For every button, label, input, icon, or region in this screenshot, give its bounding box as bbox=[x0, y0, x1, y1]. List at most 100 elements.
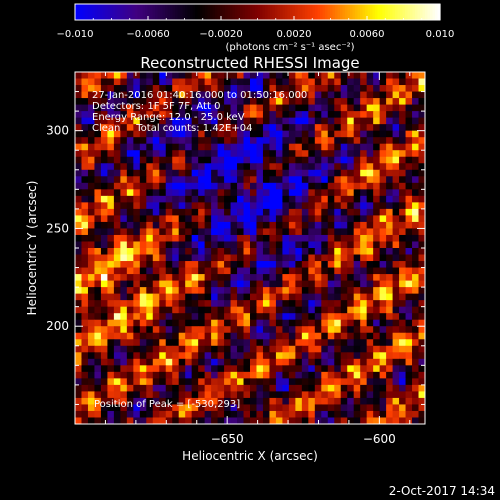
heatmap-cell bbox=[198, 352, 206, 360]
heatmap-cell bbox=[288, 169, 296, 177]
heatmap-cell bbox=[347, 254, 355, 262]
heatmap-cell bbox=[288, 300, 296, 308]
heatmap-cell bbox=[198, 117, 206, 125]
heatmap-cell bbox=[100, 313, 108, 321]
heatmap-cell bbox=[275, 182, 283, 190]
heatmap-cell bbox=[198, 91, 206, 99]
heatmap-cell bbox=[262, 221, 270, 229]
heatmap-cell bbox=[340, 104, 348, 112]
heatmap-cell bbox=[139, 202, 147, 210]
heatmap-cell bbox=[327, 384, 335, 392]
heatmap-cell bbox=[327, 143, 335, 151]
heatmap-cell bbox=[211, 228, 218, 236]
heatmap-cell bbox=[399, 248, 406, 255]
heatmap-cell bbox=[243, 300, 251, 308]
heatmap-cell bbox=[152, 410, 160, 418]
heatmap-cell bbox=[262, 326, 270, 334]
heatmap-cell bbox=[379, 274, 387, 281]
colorbar-swatch bbox=[275, 4, 279, 20]
heatmap-cell bbox=[211, 234, 218, 242]
heatmap-cell bbox=[126, 365, 134, 373]
heatmap-cell bbox=[126, 339, 134, 347]
heatmap-cell bbox=[120, 228, 128, 236]
heatmap-cell bbox=[340, 124, 348, 132]
heatmap-cell bbox=[75, 215, 82, 223]
heatmap-cell bbox=[412, 332, 419, 340]
heatmap-cell bbox=[353, 130, 361, 138]
heatmap-cell bbox=[321, 417, 329, 424]
heatmap-cell bbox=[347, 332, 355, 340]
annotation-energy-range: Energy Range: 12.0 - 25.0 keV bbox=[92, 112, 245, 123]
heatmap-cell bbox=[133, 143, 141, 151]
heatmap-cell bbox=[139, 287, 147, 295]
heatmap-cell bbox=[295, 300, 303, 308]
heatmap-cell bbox=[230, 143, 238, 151]
heatmap-cell bbox=[334, 72, 342, 79]
colorbar-swatch bbox=[410, 4, 414, 20]
heatmap-cell bbox=[211, 261, 218, 268]
heatmap-cell bbox=[301, 189, 309, 197]
heatmap-cell bbox=[146, 339, 154, 347]
heatmap-cell bbox=[237, 352, 244, 360]
heatmap-cell bbox=[347, 124, 355, 132]
heatmap-cell bbox=[282, 261, 290, 268]
heatmap-cell bbox=[366, 300, 374, 308]
heatmap-cell bbox=[321, 169, 329, 177]
heatmap-cell bbox=[243, 287, 251, 295]
heatmap-cell bbox=[386, 339, 393, 347]
heatmap-cell bbox=[237, 287, 244, 295]
heatmap-cell bbox=[126, 254, 134, 262]
heatmap-cell bbox=[269, 300, 277, 308]
heatmap-cell bbox=[366, 202, 374, 210]
heatmap-cell bbox=[282, 371, 290, 379]
heatmap-cell bbox=[399, 143, 406, 151]
heatmap-cell bbox=[243, 378, 251, 386]
heatmap-cell bbox=[386, 287, 393, 295]
heatmap-cell bbox=[107, 339, 115, 347]
heatmap-cell bbox=[340, 293, 348, 301]
heatmap-cell bbox=[392, 352, 400, 360]
heatmap-cell bbox=[308, 228, 316, 236]
heatmap-cell bbox=[113, 72, 121, 79]
heatmap-cell bbox=[146, 234, 154, 242]
heatmap-cell bbox=[353, 98, 361, 105]
heatmap-cell bbox=[262, 404, 270, 412]
heatmap-cell bbox=[386, 143, 393, 151]
heatmap-cell bbox=[360, 417, 368, 424]
heatmap-cell bbox=[314, 280, 322, 288]
colorbar-swatch bbox=[252, 4, 256, 20]
heatmap-cell bbox=[159, 404, 167, 412]
heatmap-cell bbox=[185, 241, 193, 249]
heatmap-cell bbox=[81, 137, 89, 145]
heatmap-cell bbox=[399, 98, 406, 105]
colorbar-swatch bbox=[107, 4, 111, 20]
heatmap-cell bbox=[399, 150, 406, 158]
heatmap-cell bbox=[217, 313, 225, 321]
heatmap-cell bbox=[178, 339, 186, 347]
heatmap-cell bbox=[204, 378, 212, 386]
footer-timestamp: 2-Oct-2017 14:34 bbox=[389, 484, 495, 498]
heatmap-cell bbox=[379, 365, 387, 373]
heatmap-cell bbox=[353, 85, 361, 92]
heatmap-cell bbox=[360, 365, 368, 373]
heatmap-cell bbox=[230, 228, 238, 236]
heatmap-cell bbox=[288, 404, 296, 412]
heatmap-cell bbox=[152, 345, 160, 353]
heatmap-cell bbox=[217, 417, 225, 424]
heatmap-cell bbox=[81, 176, 89, 184]
heatmap-cell bbox=[366, 384, 374, 392]
heatmap-cell bbox=[360, 267, 368, 275]
heatmap-cell bbox=[392, 137, 400, 145]
heatmap-cell bbox=[373, 274, 381, 281]
heatmap-cell bbox=[94, 228, 102, 236]
heatmap-cell bbox=[126, 319, 134, 327]
heatmap-cell bbox=[133, 215, 141, 223]
heatmap-cell bbox=[165, 234, 173, 242]
heatmap-cell bbox=[418, 176, 425, 184]
heatmap-cell bbox=[198, 417, 206, 424]
heatmap-cell bbox=[81, 410, 89, 418]
heatmap-cell bbox=[340, 150, 348, 158]
heatmap-cell bbox=[412, 169, 419, 177]
heatmap-cell bbox=[250, 352, 257, 360]
heatmap-cell bbox=[373, 280, 381, 288]
